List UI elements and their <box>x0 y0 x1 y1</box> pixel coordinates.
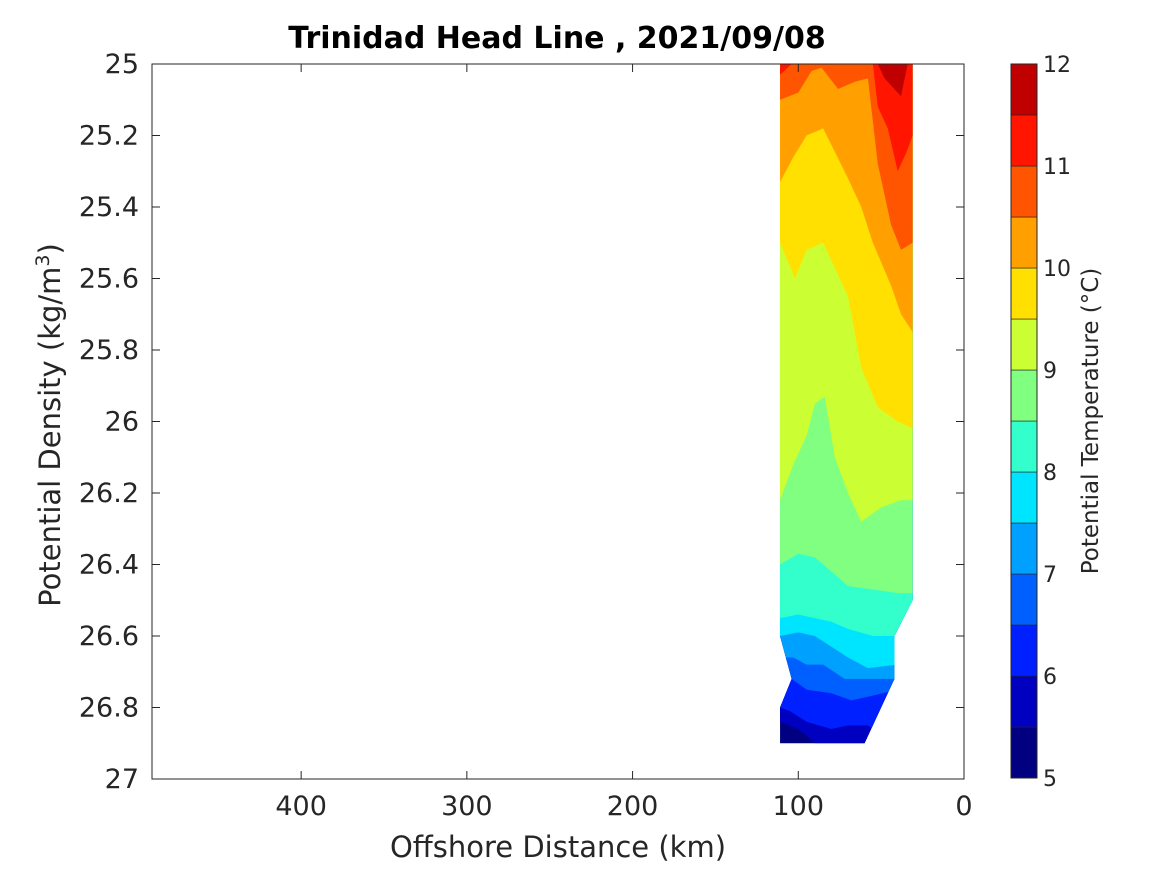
colorbar-tick-label: 5 <box>1043 767 1057 792</box>
y-axis-label-superscript: 3 <box>32 254 54 266</box>
colorbar-block <box>1010 318 1038 371</box>
contour-band <box>780 64 913 172</box>
colorbar-block <box>1010 471 1038 524</box>
colorbar-block <box>1010 675 1038 728</box>
colorbar-block <box>1010 165 1038 218</box>
y-tick-label: 25.4 <box>79 192 139 223</box>
plot-area: 400 300 200 100 0 25 25.2 25.4 25.6 25.8 26 26.2 26… <box>79 49 973 822</box>
colorbar-tick-label: 6 <box>1043 665 1057 690</box>
colorbar-tick-label: 11 <box>1043 155 1071 180</box>
colorbar-block <box>1010 624 1038 677</box>
colorbar-tick-label: 12 <box>1043 53 1071 78</box>
colorbar-block <box>1010 369 1038 422</box>
colorbar-block <box>1010 573 1038 626</box>
colorbar-block <box>1010 216 1038 269</box>
y-axis-label: Potential Density (kg/m3) <box>32 243 67 607</box>
colorbar-block <box>1010 114 1038 167</box>
x-ticks: 400 300 200 100 0 <box>275 64 973 822</box>
y-tick-label: 26.2 <box>79 478 139 509</box>
y-tick-label: 26.6 <box>79 621 139 652</box>
y-tick-label: 26.4 <box>79 550 139 581</box>
x-tick-label: 200 <box>607 791 659 822</box>
colorbar-blocks <box>1010 63 1038 779</box>
colorbar-tick-label: 9 <box>1043 359 1057 384</box>
y-ticks: 25 25.2 25.4 25.6 25.8 26 26.2 26.4 26.6 26.8 27 <box>79 49 964 795</box>
x-tick-label: 100 <box>773 791 825 822</box>
y-tick-label: 25.8 <box>79 335 139 366</box>
y-axis-label-main: Potential Density (kg/m <box>33 267 67 607</box>
x-tick-label: 300 <box>441 791 493 822</box>
y-tick-label: 27 <box>105 764 139 795</box>
chart-title: Trinidad Head Line , 2021/09/08 <box>288 21 825 56</box>
colorbar-tick-label: 8 <box>1043 461 1057 486</box>
colorbar-label: Potential Temperature (°C) <box>1078 268 1104 575</box>
y-tick-label: 25.2 <box>79 121 139 152</box>
colorbar-block <box>1010 522 1038 575</box>
x-tick-label: 400 <box>275 791 327 822</box>
y-tick-label: 26 <box>105 407 139 438</box>
y-axis-label-close: ) <box>33 243 67 254</box>
colorbar-tick-label: 7 <box>1043 563 1057 588</box>
y-tick-label: 26.8 <box>79 693 139 724</box>
colorbar: 5 6 7 8 9 10 11 12 <box>1010 53 1071 792</box>
contour-bands <box>780 64 913 744</box>
contour-fills <box>780 64 913 744</box>
x-axis-label: Offshore Distance (km) <box>390 830 726 864</box>
colorbar-block <box>1010 420 1038 473</box>
contour-band <box>780 64 913 97</box>
colorbar-block <box>1010 63 1038 116</box>
y-tick-label: 25 <box>105 49 139 80</box>
colorbar-ticks: 5 6 7 8 9 10 11 12 <box>1043 53 1071 792</box>
colorbar-block <box>1010 267 1038 320</box>
colorbar-block <box>1010 726 1038 779</box>
colorbar-frame <box>1010 63 1038 779</box>
x-tick-label: 0 <box>955 791 972 822</box>
colorbar-tick-label: 10 <box>1043 257 1071 282</box>
y-tick-label: 25.6 <box>79 264 139 295</box>
